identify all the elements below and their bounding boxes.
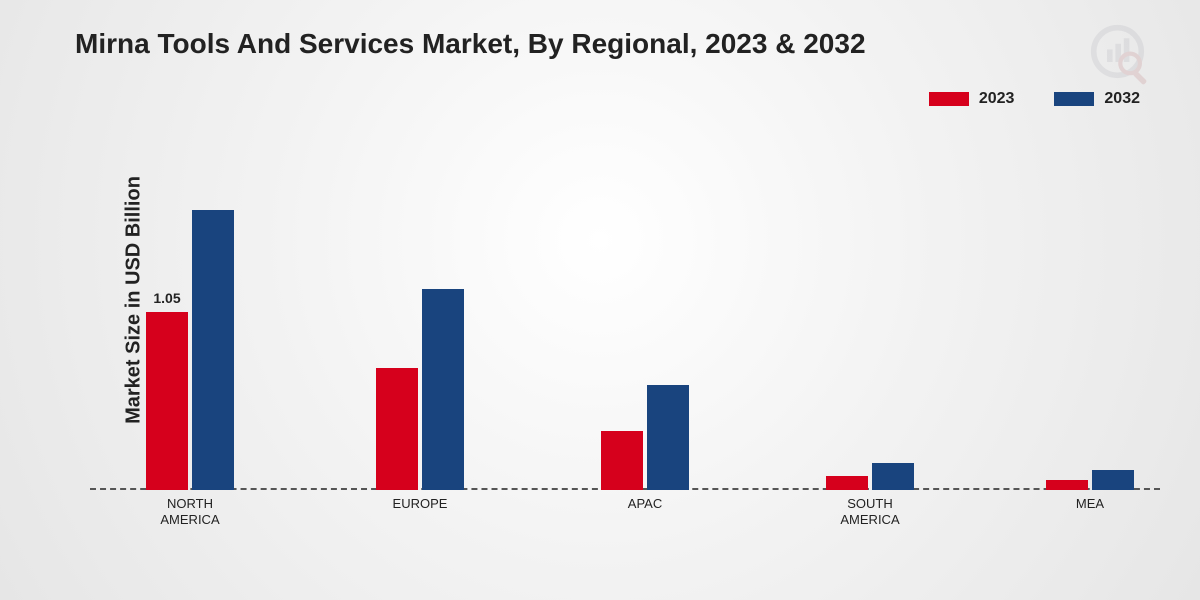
bar-2023 bbox=[1046, 480, 1088, 490]
bar-group bbox=[601, 385, 689, 490]
legend-label: 2023 bbox=[979, 90, 1015, 108]
x-tick-label: NORTH AMERICA bbox=[160, 496, 219, 529]
bar-2023 bbox=[376, 368, 418, 490]
x-tick-label: EUROPE bbox=[393, 496, 448, 512]
bar-2032 bbox=[422, 289, 464, 490]
x-tick-label: APAC bbox=[628, 496, 662, 512]
bar-group bbox=[826, 463, 914, 490]
bar-2032 bbox=[192, 210, 234, 491]
bar-group bbox=[376, 289, 464, 490]
legend-swatch bbox=[929, 92, 969, 106]
bar-2032 bbox=[1092, 470, 1134, 490]
bar-2032 bbox=[872, 463, 914, 490]
x-tick-label: MEA bbox=[1076, 496, 1104, 512]
bar-value-label: 1.05 bbox=[153, 290, 180, 306]
legend-item-2032: 2032 bbox=[1054, 90, 1140, 108]
bar-2023 bbox=[146, 312, 188, 491]
bar-2023 bbox=[826, 476, 868, 490]
chart-canvas: Mirna Tools And Services Market, By Regi… bbox=[0, 0, 1200, 600]
legend-label: 2032 bbox=[1104, 90, 1140, 108]
chart-title: Mirna Tools And Services Market, By Regi… bbox=[75, 28, 866, 60]
bar-group bbox=[146, 210, 234, 491]
legend-swatch bbox=[1054, 92, 1094, 106]
watermark-logo bbox=[1086, 20, 1156, 90]
legend-item-2023: 2023 bbox=[929, 90, 1015, 108]
legend: 2023 2032 bbox=[929, 90, 1140, 108]
bar-2023 bbox=[601, 431, 643, 491]
bar-group bbox=[1046, 470, 1134, 490]
x-tick-label: SOUTH AMERICA bbox=[840, 496, 899, 529]
plot-area: 1.05 bbox=[90, 150, 1160, 490]
bar-2032 bbox=[647, 385, 689, 490]
